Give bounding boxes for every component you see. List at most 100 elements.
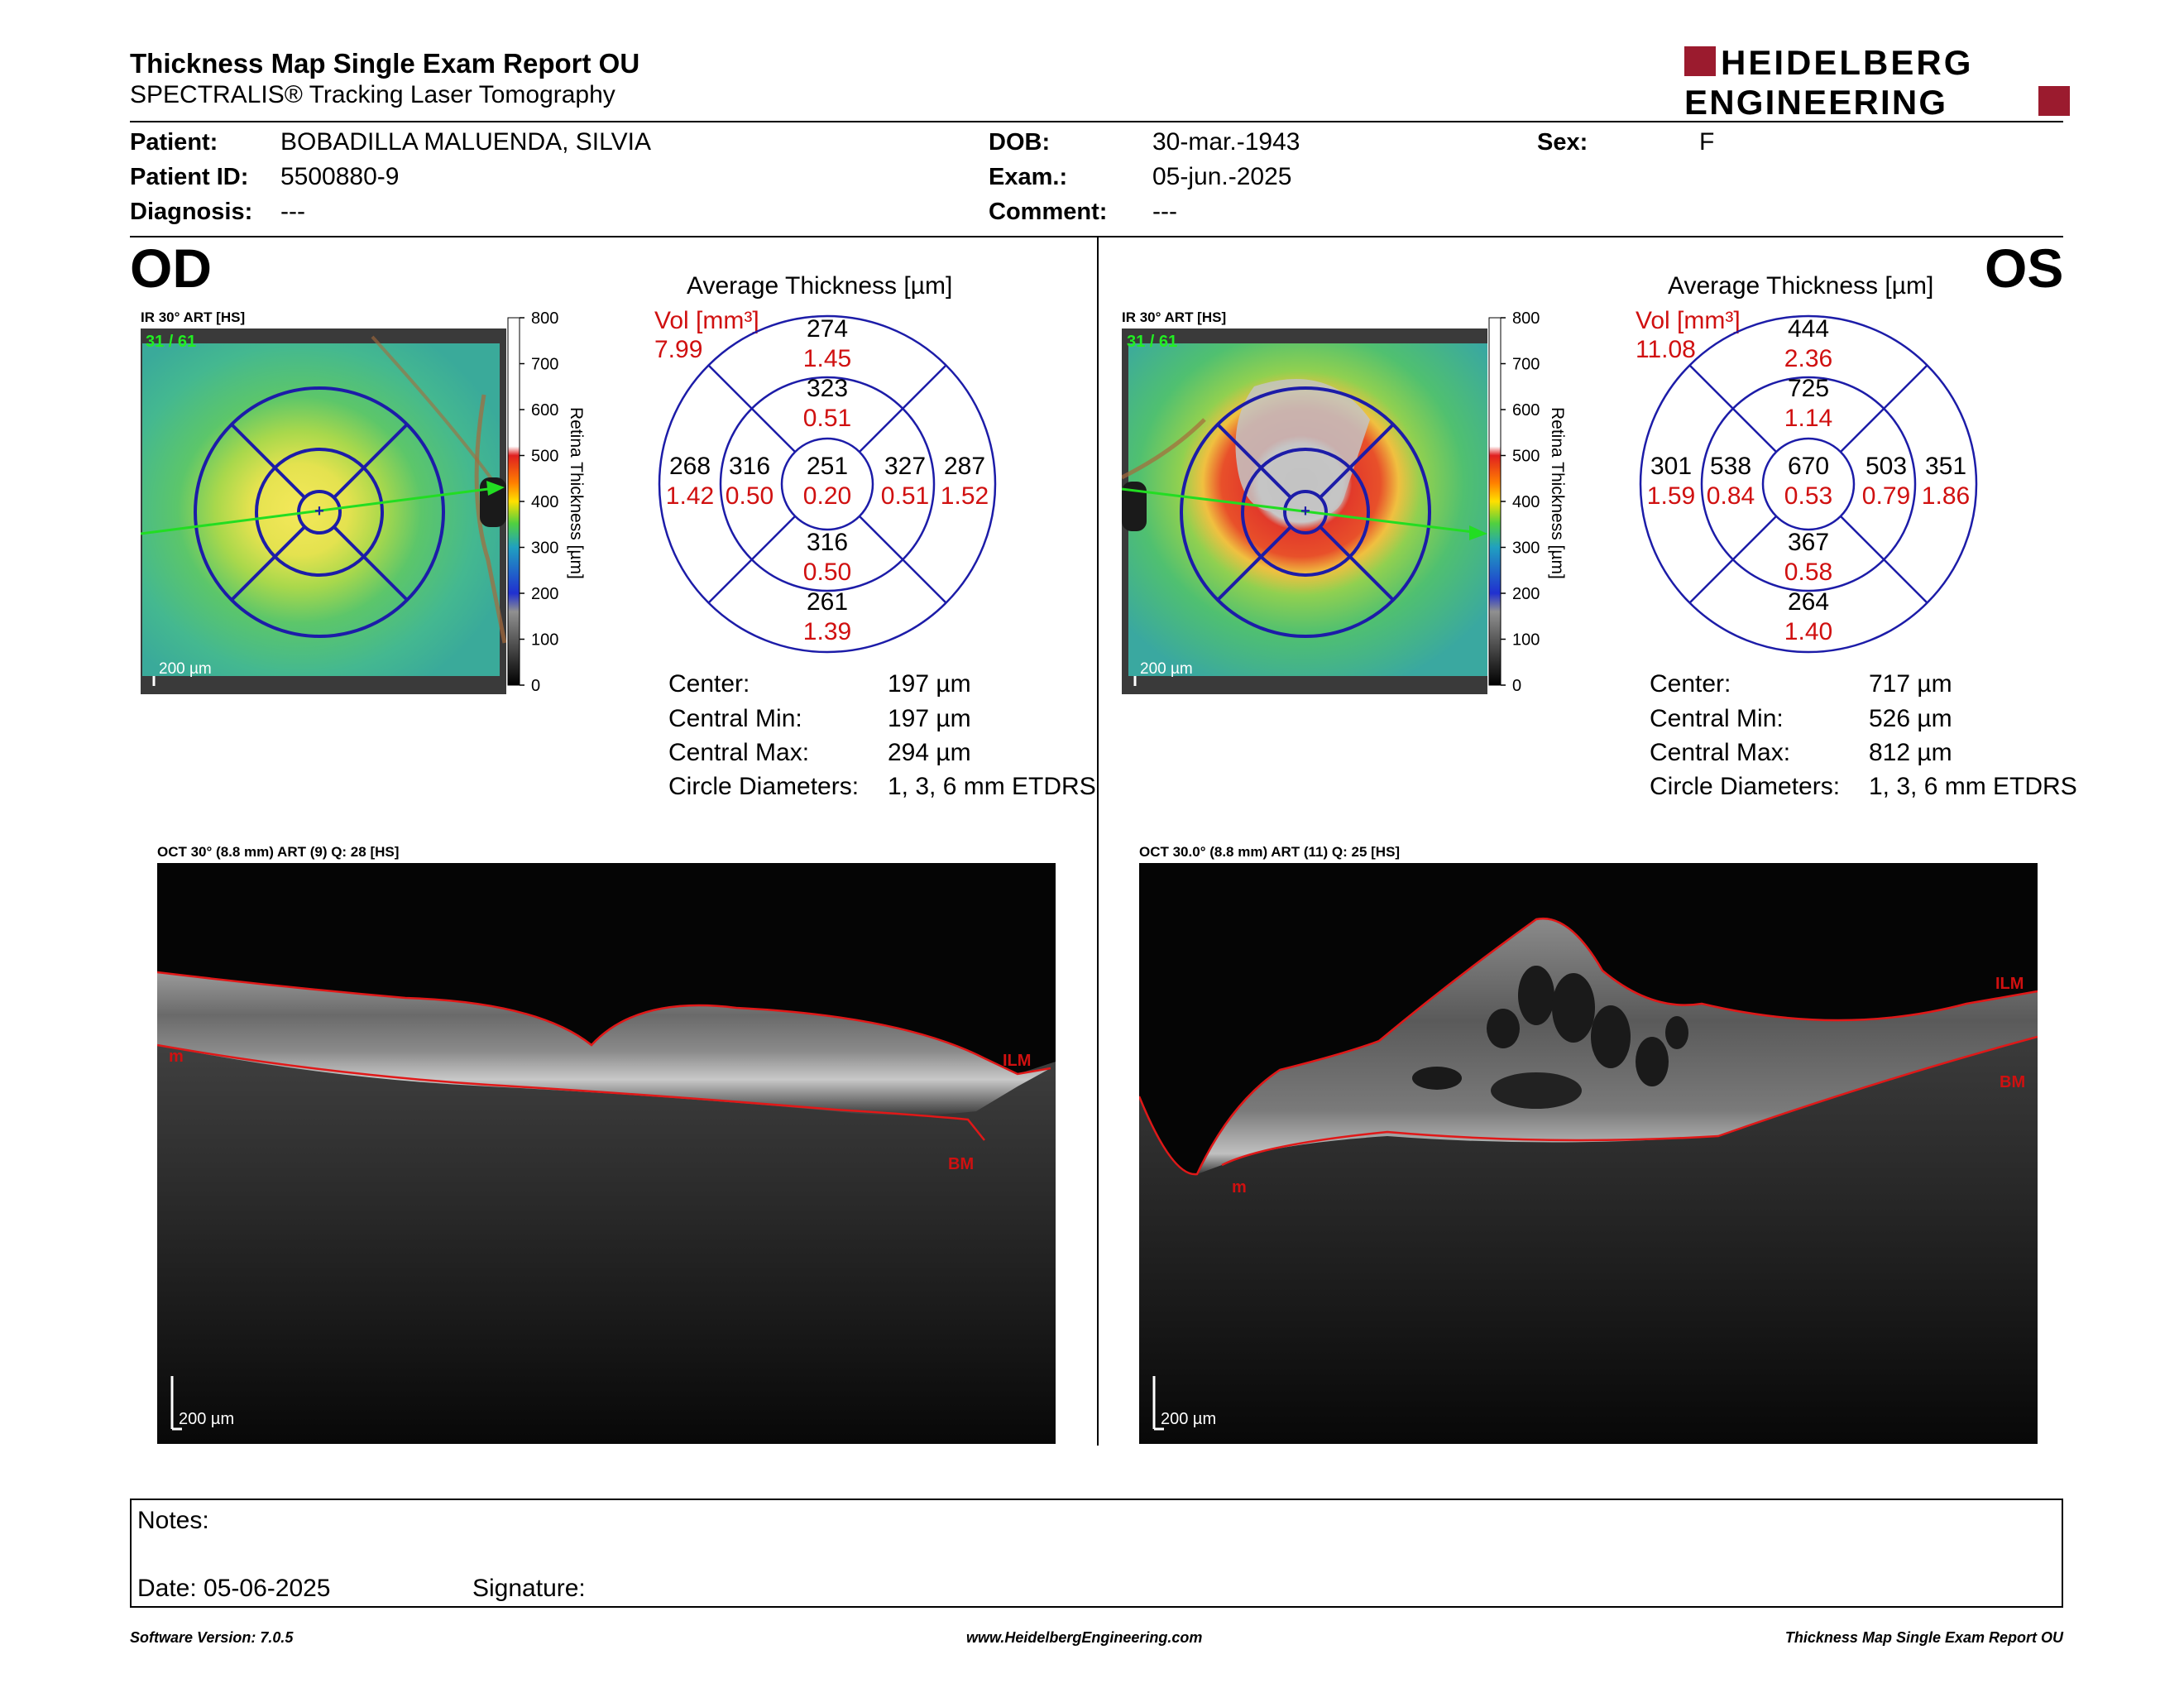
os-etdrs-spoke — [1319, 525, 1395, 602]
header-divider — [130, 121, 2063, 122]
od-central-max-value: 294 µm — [888, 739, 971, 766]
os-inner-temporal-thickness: 538 — [1710, 453, 1751, 480]
od-vessel-2 — [371, 335, 498, 487]
od-thickness-map: + 31 / 61 200 µm — [141, 328, 506, 694]
scale-tick-label: 0 — [531, 677, 540, 695]
od-m-label: m — [169, 1048, 184, 1066]
patient-id-label: Patient ID: — [130, 164, 249, 190]
od-oct-image: ILM BM m 200 µm — [157, 971, 1056, 1444]
od-inner-nasal-thickness: 327 — [884, 453, 926, 480]
od-inner-inferior-thickness: 316 — [807, 529, 848, 556]
patient-name: BOBADILLA MALUENDA, SILVIA — [280, 128, 651, 156]
od-ilm-label: ILM — [1003, 1052, 1031, 1070]
dob-value: 30-mar.-1943 — [1152, 128, 1300, 156]
os-grid-spoke — [1840, 364, 1928, 453]
report-subtitle: SPECTRALIS® Tracking Laser Tomography — [130, 81, 615, 108]
scale-tick-label: 300 — [531, 539, 558, 558]
diagnosis-label: Diagnosis: — [130, 199, 253, 225]
od-central-max-label: Central Max: — [668, 739, 810, 766]
os-central-min-value: 526 µm — [1869, 705, 1952, 732]
os-grid-center-circle — [1761, 437, 1856, 531]
od-central-min-value: 197 µm — [888, 705, 971, 732]
os-cyst — [1412, 1067, 1462, 1090]
od-eye-label: OD — [130, 237, 212, 299]
od-color-scale: 800 700 600 500 400 300 200 100 0 Retina Thickne… — [507, 309, 586, 695]
os-center-thickness: 670 — [1788, 453, 1829, 480]
notes-label: Notes: — [137, 1507, 209, 1534]
od-vol-total: 7.99 — [654, 336, 703, 363]
od-center-cross-icon: + — [314, 502, 324, 520]
od-grid-spoke — [707, 364, 796, 453]
os-inner-nasal-thickness: 503 — [1866, 453, 1907, 480]
os-ilm-line — [1139, 917, 2038, 1176]
center-divider — [1097, 237, 1099, 1446]
os-scale-axis-label: Retina Thickness [µm] — [1548, 407, 1567, 579]
od-vol-label: Vol [mm³] — [654, 307, 759, 334]
od-inner-temporal-volume: 0.50 — [726, 482, 774, 510]
os-inner-temporal-volume: 0.84 — [1707, 482, 1755, 510]
scale-tick-label: 100 — [1512, 631, 1540, 650]
os-center-cross-icon: + — [1300, 502, 1310, 520]
scale-tick-label: 400 — [1512, 493, 1540, 511]
os-circle-diameters-value: 1, 3, 6 mm ETDRS — [1869, 773, 2077, 800]
dob-label: DOB: — [989, 129, 1051, 156]
od-etdrs-spoke — [230, 525, 306, 602]
os-cyst — [1552, 973, 1595, 1043]
os-outer-superior-thickness: 444 — [1788, 315, 1829, 343]
os-outer-nasal-thickness: 351 — [1925, 453, 1966, 480]
os-etdrs-spoke — [1216, 525, 1292, 602]
scale-tick-label: 700 — [1512, 356, 1540, 374]
scale-tick-label: 600 — [1512, 401, 1540, 420]
os-vessel — [1122, 418, 1206, 480]
od-oct-label: OCT 30° (8.8 mm) ART (9) Q: 28 [HS] — [157, 844, 400, 860]
od-grid-center-circle — [780, 437, 874, 531]
os-vol-total: 11.08 — [1636, 336, 1696, 363]
os-grid-spoke — [1840, 516, 1928, 604]
od-inner-superior-thickness: 323 — [807, 375, 848, 402]
footer-software-version: Software Version: 7.0.5 — [130, 1629, 294, 1646]
od-center-volume: 0.20 — [803, 482, 851, 510]
os-oct-bscan: ILM BM m 200 µm — [1139, 863, 2038, 1444]
od-outer-superior-volume: 1.45 — [803, 345, 851, 372]
sex-label: Sex: — [1537, 129, 1588, 156]
od-center-label: Center: — [668, 670, 750, 698]
od-etdrs-outer-ring — [194, 386, 445, 638]
scale-tick-label: 500 — [531, 448, 558, 466]
os-central-min-label: Central Min: — [1650, 705, 1784, 732]
os-cyst — [1518, 966, 1554, 1025]
footer-report-name: Thickness Map Single Exam Report OU — [1784, 1629, 2063, 1646]
od-scale-gradient — [507, 317, 520, 686]
od-grid-spoke — [707, 516, 796, 604]
os-etdrs-inner-ring — [1241, 448, 1370, 577]
od-scan-arrow-icon — [486, 481, 505, 496]
sex-value: F — [1699, 128, 1715, 156]
od-outer-temporal-volume: 1.42 — [666, 482, 714, 510]
od-etdrs-spoke — [230, 423, 306, 499]
os-etdrs-outer-ring — [1180, 386, 1431, 638]
footer-website[interactable]: www.HeidelbergEngineering.com — [966, 1629, 1203, 1646]
od-bm-line — [157, 1043, 985, 1141]
os-etdrs-grid: 444 2.36 725 1.14 301 1.59 538 0.84 670 … — [1639, 314, 1978, 654]
os-outer-temporal-thickness: 301 — [1650, 453, 1692, 480]
scale-tick-label: 400 — [531, 493, 558, 511]
os-bm-line — [1221, 1035, 2038, 1167]
os-oct-scale: 200 µm — [1161, 1410, 1216, 1428]
os-outer-superior-volume: 2.36 — [1784, 345, 1832, 372]
os-m-label: m — [1232, 1178, 1247, 1196]
scale-tick-label: 100 — [531, 631, 558, 650]
notes-box[interactable]: Notes: Date: 05-06-2025 Signature: — [130, 1499, 2063, 1608]
logo-square-bottom — [2038, 86, 2070, 116]
heidelberg-logo: HEIDELBERG ENGINEERING — [1684, 45, 2070, 117]
od-center-value: 197 µm — [888, 670, 971, 698]
os-outer-inferior-volume: 1.40 — [1784, 618, 1832, 645]
os-vol-label: Vol [mm³] — [1636, 307, 1741, 334]
logo-text-heidelberg: HEIDELBERG — [1721, 45, 1973, 82]
os-central-max-label: Central Max: — [1650, 739, 1791, 766]
od-circle-diameters-value: 1, 3, 6 mm ETDRS — [888, 773, 1096, 800]
od-circle-diameters-label: Circle Diameters: — [668, 773, 860, 800]
scale-tick-label: 0 — [1512, 677, 1521, 695]
os-cyst — [1487, 1009, 1520, 1048]
os-cyst — [1591, 1005, 1631, 1068]
os-inner-superior-volume: 1.14 — [1784, 405, 1832, 432]
os-subretinal-fluid — [1491, 1072, 1582, 1109]
